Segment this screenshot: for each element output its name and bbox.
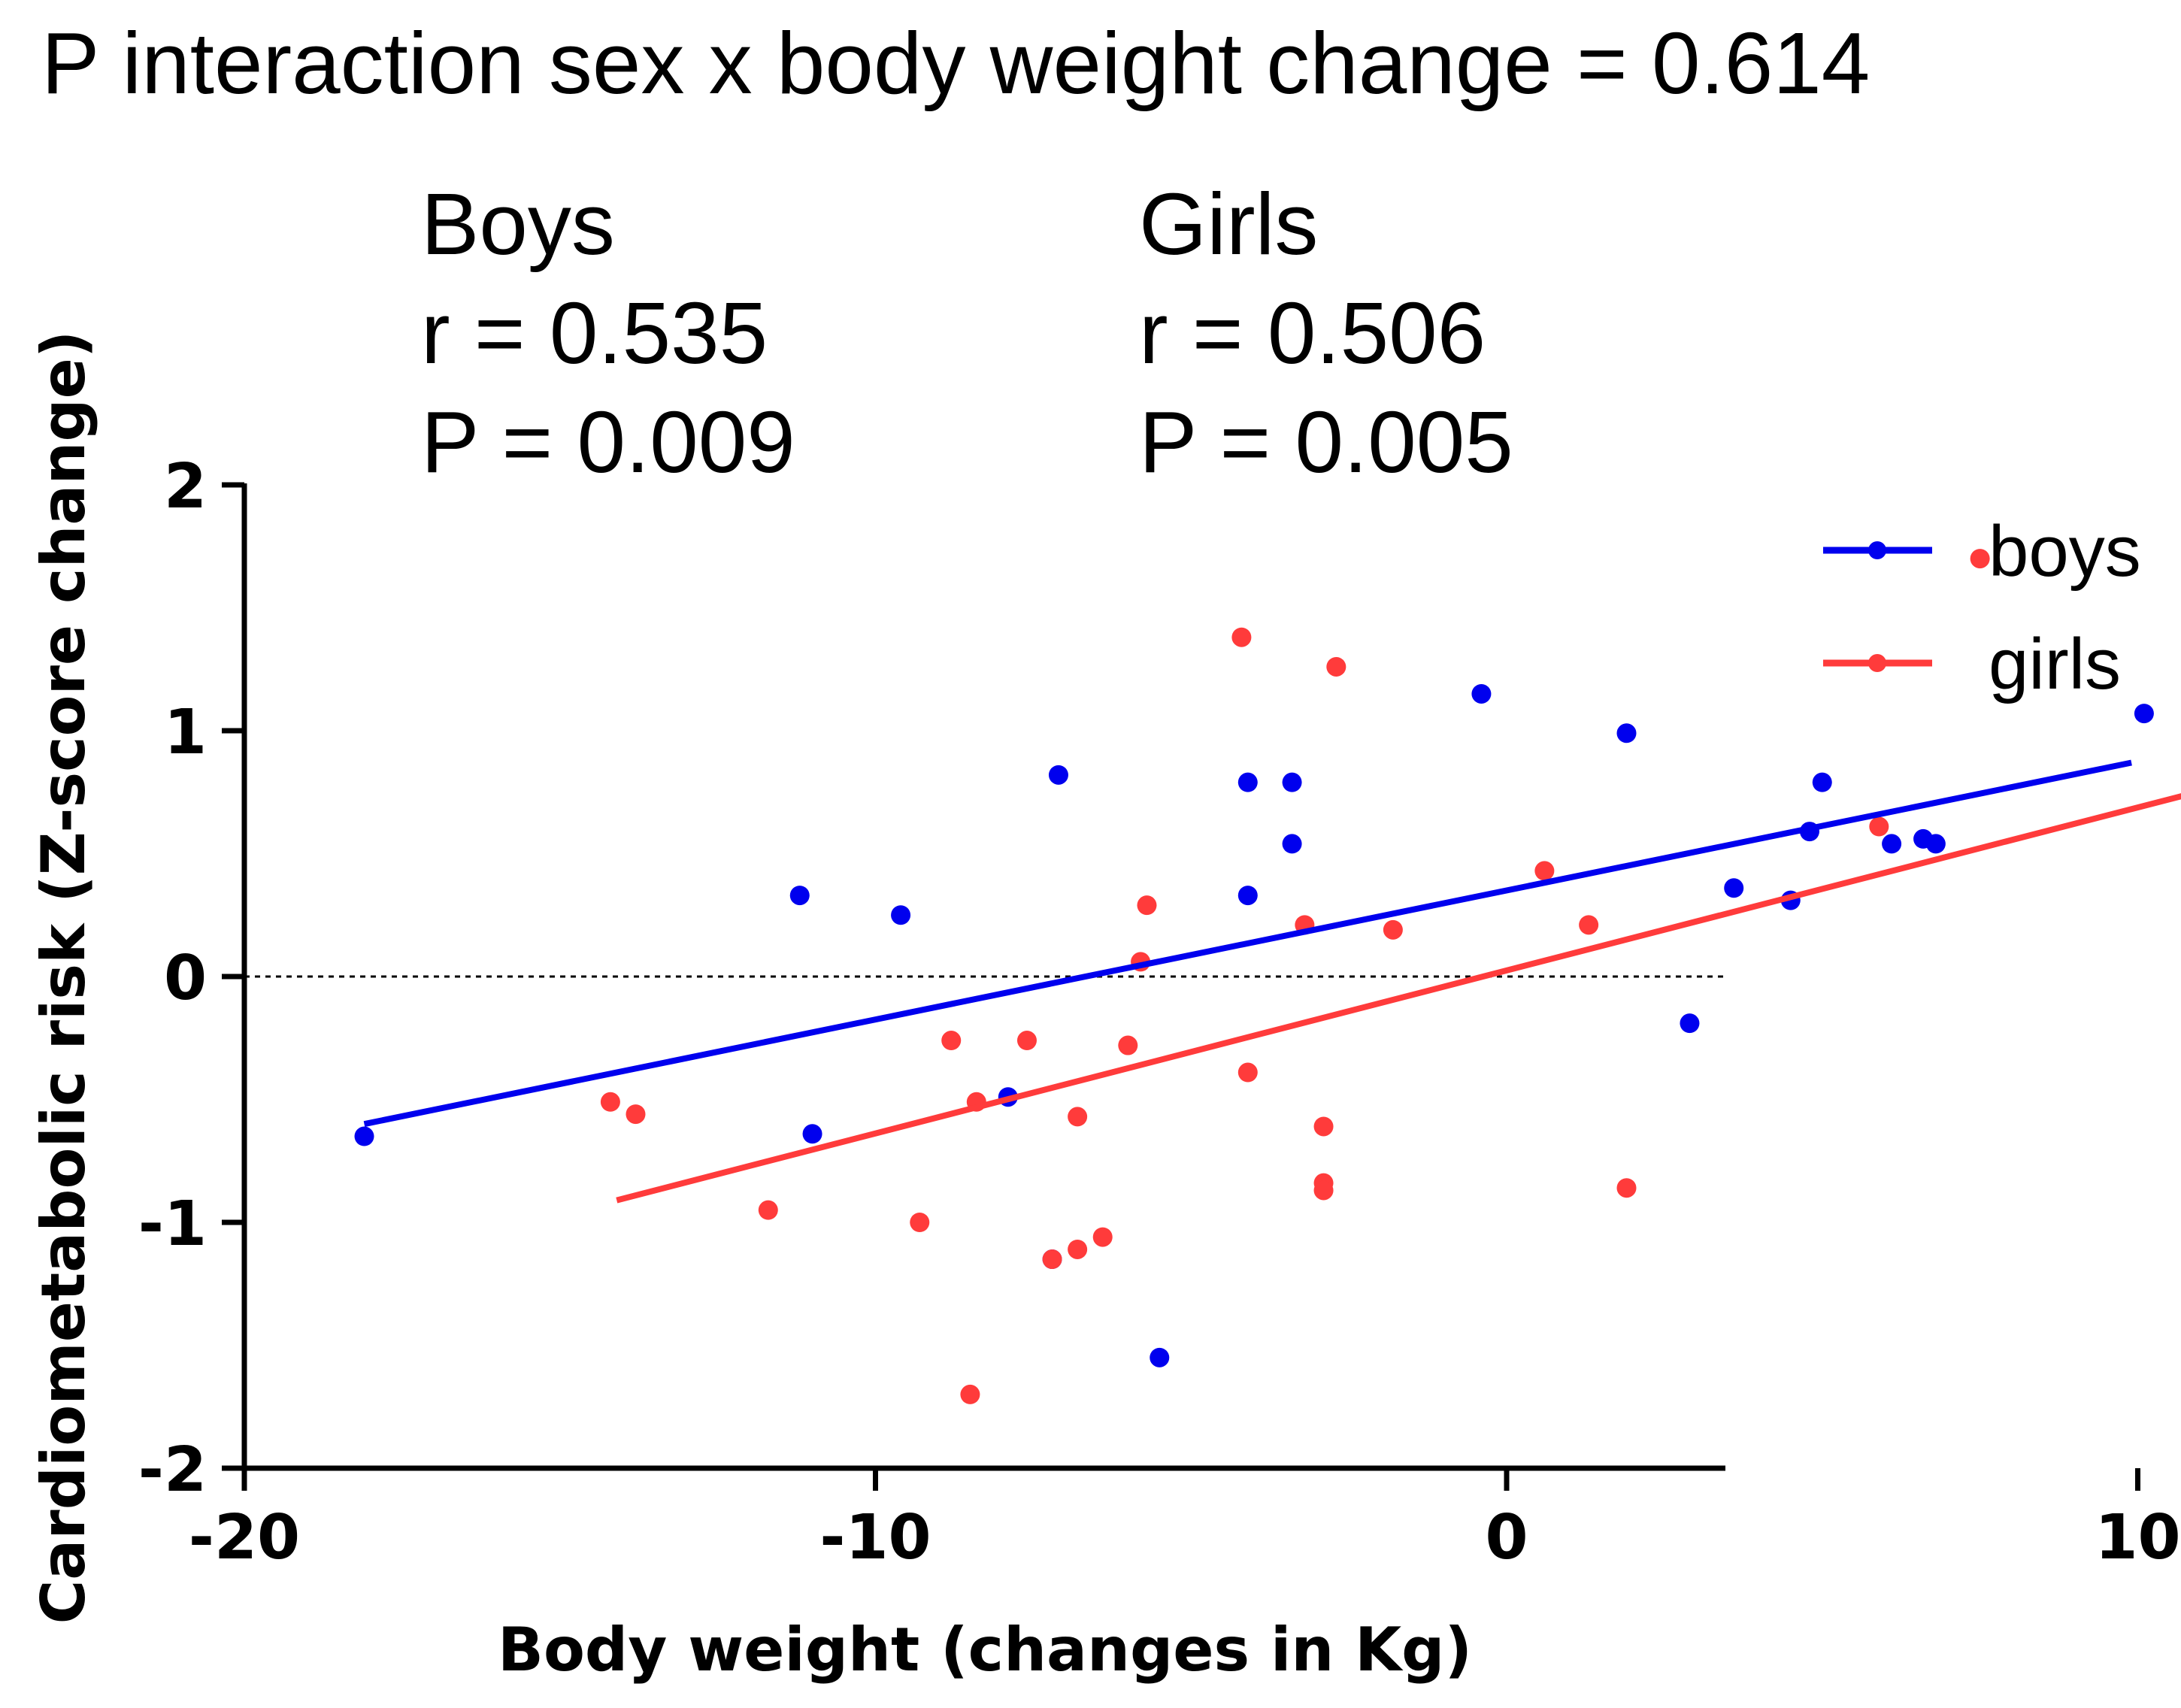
y-tick-label: 2 — [164, 451, 207, 522]
boys-data-point — [1812, 772, 1832, 792]
girls-data-point — [1616, 1178, 1637, 1198]
legend-marker-girls — [1868, 654, 1886, 672]
boys-data-point — [789, 886, 810, 906]
plot-area: 210-1-2-20 -10 0 10 — [138, 451, 2181, 1573]
boys-data-point — [1471, 683, 1492, 704]
girls-data-point — [600, 1092, 620, 1112]
girls-data-point — [1016, 1031, 1037, 1051]
y-axis-label: Cardiometabolic risk (Z-score change) — [29, 331, 98, 1625]
boys-regression-line — [363, 759, 2132, 1128]
girls-data-point — [1579, 915, 1599, 935]
girls-data-point — [1237, 1062, 1258, 1083]
girls-data-point — [1313, 1180, 1334, 1201]
girls-data-point — [1534, 861, 1555, 881]
x-tick-label: -20 — [189, 1502, 300, 1573]
boys-data-point — [1282, 834, 1302, 854]
girls-regression-line — [616, 793, 2181, 1204]
boys-data-point — [1237, 772, 1258, 792]
legend-item-girls: girls — [1823, 624, 2121, 704]
girls-stats: Girls r = 0.506 P = 0.005 — [1139, 175, 1513, 491]
legend-marker-boys — [1868, 541, 1886, 559]
girls-data-point — [1042, 1249, 1062, 1270]
boys-r-value: r = 0.535 — [421, 284, 768, 382]
girls-data-point — [626, 1104, 646, 1125]
legend: boys girls — [1823, 511, 2141, 704]
boys-data-point — [1237, 886, 1258, 906]
girls-data-point — [910, 1213, 930, 1232]
girls-data-point — [1326, 656, 1346, 677]
boys-data-point — [2134, 704, 2154, 724]
girls-data-point — [1068, 1239, 1088, 1259]
girls-heading: Girls — [1139, 175, 1318, 273]
girls-data-point — [960, 1384, 980, 1404]
girls-data-point — [941, 1031, 962, 1051]
girls-data-point — [1869, 816, 1889, 837]
boys-heading: Boys — [421, 175, 615, 273]
boys-data-point — [1282, 772, 1302, 792]
girls-data-point — [1118, 1035, 1138, 1055]
boys-data-point — [1150, 1347, 1170, 1367]
boys-data-point — [802, 1124, 822, 1144]
girls-data-point — [1137, 895, 1157, 916]
y-tick-label: -2 — [138, 1434, 207, 1506]
legend-label-girls: girls — [1989, 624, 2121, 704]
boys-data-point — [891, 905, 911, 925]
girls-r-value: r = 0.506 — [1139, 284, 1486, 382]
boys-stats: Boys r = 0.535 P = 0.009 — [421, 175, 795, 491]
x-tick-label: 0 — [1485, 1502, 1528, 1573]
y-tick-label: -1 — [138, 1189, 207, 1260]
girls-data-point — [1383, 919, 1403, 940]
legend-item-boys: boys — [1823, 511, 2141, 592]
boys-data-point — [354, 1126, 374, 1146]
y-tick-label: 1 — [164, 697, 207, 768]
girls-data-point — [1092, 1227, 1113, 1247]
boys-data-point — [1680, 1013, 1700, 1034]
legend-label-boys: boys — [1989, 511, 2141, 592]
boys-data-point — [1925, 834, 1946, 854]
boys-data-point — [1048, 765, 1068, 785]
chart-title: P interaction sex x body weight change =… — [41, 14, 1870, 112]
boys-data-point — [1724, 878, 1744, 898]
x-tick-label: -10 — [819, 1502, 931, 1573]
girls-p-value: P = 0.005 — [1139, 393, 1513, 491]
girls-data-point — [1068, 1107, 1088, 1127]
girls-data-point — [758, 1200, 778, 1220]
boys-data-point — [1882, 834, 1902, 854]
girls-data-point — [1313, 1116, 1334, 1137]
boys-data-point — [1616, 723, 1637, 743]
girls-data-point — [1970, 549, 1990, 569]
boys-series — [354, 683, 2154, 1367]
girls-data-point — [1231, 627, 1252, 647]
x-axis-label: Body weight (changes in Kg) — [498, 1615, 1472, 1685]
y-tick-label: 0 — [164, 943, 207, 1014]
x-tick-label: 10 — [2095, 1502, 2180, 1573]
boys-p-value: P = 0.009 — [421, 393, 795, 491]
